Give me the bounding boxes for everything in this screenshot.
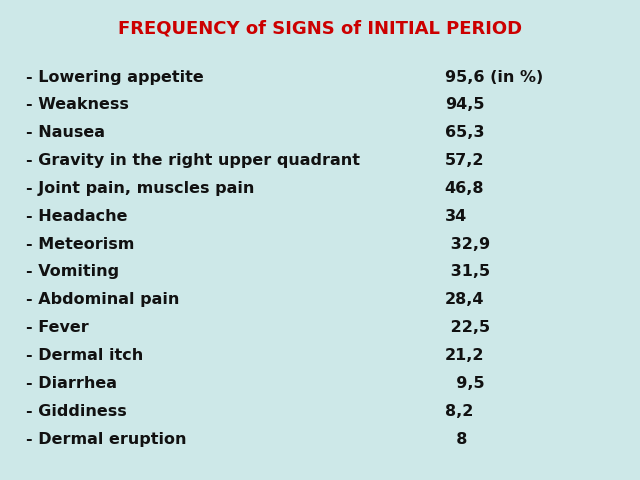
Text: - Nausea: - Nausea: [26, 125, 104, 140]
Text: - Dermal itch: - Dermal itch: [26, 348, 143, 363]
Text: 9,5: 9,5: [445, 376, 484, 391]
Text: - Diarrhea: - Diarrhea: [26, 376, 116, 391]
Text: - Headache: - Headache: [26, 209, 127, 224]
Text: - Giddiness: - Giddiness: [26, 404, 126, 419]
Text: - Joint pain, muscles pain: - Joint pain, muscles pain: [26, 181, 254, 196]
Text: 8,2: 8,2: [445, 404, 473, 419]
Text: 28,4: 28,4: [445, 292, 484, 307]
Text: - Weakness: - Weakness: [26, 97, 129, 112]
Text: 65,3: 65,3: [445, 125, 484, 140]
Text: - Gravity in the right upper quadrant: - Gravity in the right upper quadrant: [26, 153, 360, 168]
Text: - Fever: - Fever: [26, 320, 88, 335]
Text: 22,5: 22,5: [445, 320, 490, 335]
Text: 57,2: 57,2: [445, 153, 484, 168]
Text: 8: 8: [445, 432, 467, 446]
Text: - Abdominal pain: - Abdominal pain: [26, 292, 179, 307]
Text: FREQUENCY of SIGNS of INITIAL PERIOD: FREQUENCY of SIGNS of INITIAL PERIOD: [118, 19, 522, 37]
Text: - Meteorism: - Meteorism: [26, 237, 134, 252]
Text: - Vomiting: - Vomiting: [26, 264, 119, 279]
Text: 31,5: 31,5: [445, 264, 490, 279]
Text: 46,8: 46,8: [445, 181, 484, 196]
Text: 34: 34: [445, 209, 467, 224]
Text: 21,2: 21,2: [445, 348, 484, 363]
Text: - Lowering appetite: - Lowering appetite: [26, 70, 204, 84]
Text: - Dermal eruption: - Dermal eruption: [26, 432, 186, 446]
Text: 95,6 (in %): 95,6 (in %): [445, 70, 543, 84]
Text: 94,5: 94,5: [445, 97, 484, 112]
Text: 32,9: 32,9: [445, 237, 490, 252]
